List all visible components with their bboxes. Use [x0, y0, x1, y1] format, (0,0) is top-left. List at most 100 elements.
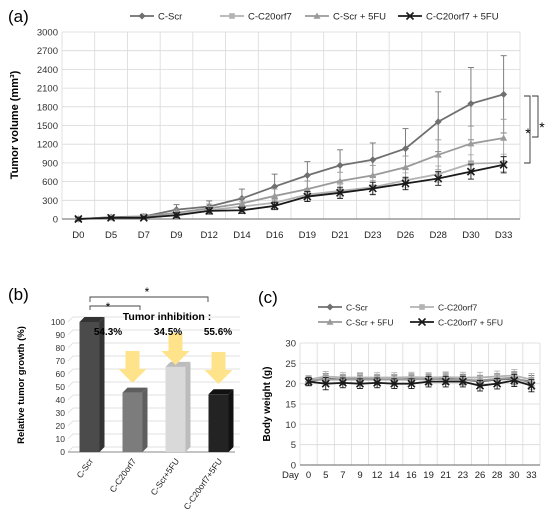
legend-marker [419, 304, 425, 310]
legend-marker [405, 11, 415, 21]
data-point [499, 160, 508, 169]
series-line [78, 137, 504, 220]
x-tick-label: D16 [266, 230, 283, 241]
data-point [271, 192, 279, 199]
data-point [402, 145, 409, 153]
bar-side [185, 361, 191, 452]
y-tick-label: 15 [285, 400, 296, 411]
legend-marker [417, 317, 427, 327]
data-point [467, 100, 475, 108]
y-axis-title: Relative tumor growth (%) [16, 326, 27, 444]
data-point [466, 167, 475, 176]
data-point [475, 381, 485, 390]
series-line [308, 379, 532, 387]
x-tick-label: D9 [170, 230, 182, 241]
data-point [304, 377, 313, 386]
legend-entry: C-C20orf7 + 5FU [398, 12, 499, 23]
legend-entry: C-Scr + 5FU [318, 318, 393, 328]
y-gridline-side [67, 355, 74, 362]
data-point [434, 151, 442, 158]
legend-entry: C-C20orf7 [220, 12, 292, 23]
data-point [500, 134, 508, 141]
y-gridline-side [67, 381, 74, 388]
x-tick-label: 0 [306, 470, 311, 481]
legend-entry: C-Scr + 5FU [305, 12, 386, 23]
legend-label: C-Scr + 5FU [346, 318, 393, 328]
data-point [303, 185, 311, 192]
data-point [172, 211, 181, 220]
bar-top [79, 317, 105, 322]
legend-label: C-Scr [158, 12, 182, 23]
y-tick-label: 1800 [37, 102, 58, 113]
bar-c-c20orf7-5fu [208, 389, 234, 452]
bar-front [208, 394, 229, 452]
y-tick-label: 60 [56, 369, 66, 379]
data-point [369, 171, 377, 179]
data-point [434, 174, 443, 183]
data-point [402, 163, 409, 171]
legend-marker [326, 318, 334, 325]
bar-side [228, 389, 234, 452]
data-point [467, 140, 475, 147]
x-tick-label: 16 [406, 470, 417, 481]
y-tick-label: 900 [42, 158, 58, 169]
inhibition-value: 54.3% [94, 327, 122, 338]
y-tick-label: 1500 [37, 121, 58, 132]
series-line [78, 163, 504, 220]
data-point [369, 156, 377, 164]
y-tick-label: 90 [56, 330, 66, 340]
y-gridline-side [67, 433, 74, 440]
x-tick-label: 26 [475, 470, 486, 481]
legend-label: C-Scr [346, 303, 368, 313]
x-tick-label: D33 [495, 230, 512, 241]
y-tick-label: 0 [53, 215, 58, 226]
series-c-c20orf7-5fu [304, 373, 536, 393]
x-tick-label: C-Scr [74, 456, 95, 480]
down-arrow-icon [161, 333, 190, 365]
y-axis-title: Body weight (g) [262, 367, 273, 442]
y-tick-label: 30 [56, 408, 66, 418]
y-tick-label: 3000 [37, 28, 58, 39]
bar-c-scr-5fu [165, 361, 191, 452]
x-tick-label: 23 [458, 470, 469, 481]
bar-top [165, 361, 191, 367]
y-tick-label: 20 [56, 421, 66, 431]
y-tick-label: 50 [56, 382, 66, 392]
data-point [237, 206, 246, 215]
legend-marker [313, 12, 321, 19]
y-tick-label: 0 [291, 461, 296, 472]
x-tick-label: D0 [72, 230, 84, 241]
legend-label: C-C20orf7 [438, 303, 477, 313]
series-c-c20orf7-5fu [74, 156, 508, 224]
y-tick-label: 40 [56, 395, 66, 405]
bar-top [208, 389, 234, 395]
down-arrow-icon [118, 351, 147, 383]
y-tick-label: 80 [56, 343, 66, 353]
y-gridline-side [67, 316, 74, 323]
y-tick-label: 2100 [37, 84, 58, 95]
x-tick-label: D28 [429, 230, 446, 241]
x-tick-label: 30 [509, 470, 520, 481]
significance-star: * [539, 119, 545, 135]
significance-star: * [106, 300, 111, 314]
data-point [424, 377, 433, 386]
data-point [338, 378, 347, 387]
data-point [107, 213, 116, 222]
x-tick-label: C-C20orf7+5FU [181, 456, 224, 511]
x-tick-label: 33 [526, 470, 537, 481]
x-tick-label: 9 [357, 470, 362, 481]
y-tick-label: 2400 [37, 65, 58, 76]
y-tick-label: 600 [42, 177, 58, 188]
legend-entry: C-C20orf7 + 5FU [410, 318, 503, 328]
y-gridline-side [67, 329, 74, 336]
inhibition-value: 55.6% [204, 327, 232, 338]
x-tick-label: 28 [492, 470, 503, 481]
data-point [493, 379, 502, 388]
bar-top [122, 387, 148, 393]
x-tick-label: D12 [200, 230, 217, 241]
data-point [510, 376, 519, 385]
chart-tumor-volume: 0 300 600 900 1200 1500 1800 2100 2400 2700 3000 D0… [9, 12, 545, 242]
bar-side [142, 387, 148, 452]
bar-front [165, 366, 186, 452]
significance-bracket [89, 296, 209, 302]
